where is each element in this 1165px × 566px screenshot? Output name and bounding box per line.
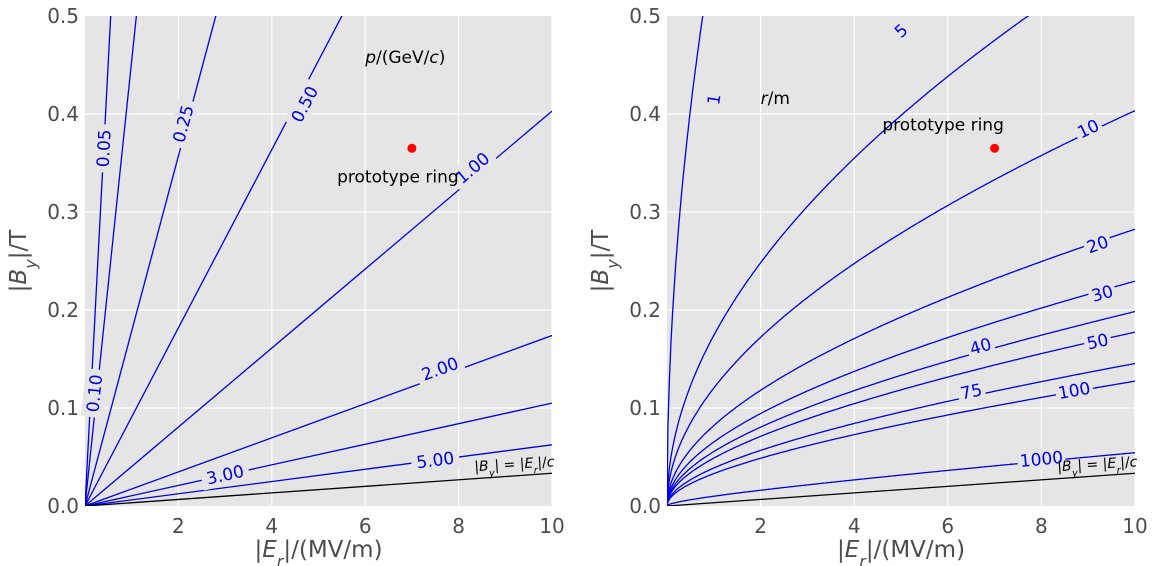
reference-line	[667, 472, 1135, 506]
contour-line	[667, 228, 1135, 506]
svg-text:|By| = |Er|/c: |By| = |Er|/c	[1057, 454, 1139, 480]
y-tick-label: 0.4	[629, 102, 661, 126]
contour-label-text: 1	[704, 93, 725, 107]
x-tick-label: 8	[1035, 514, 1048, 538]
y-tick-label: 0.1	[47, 396, 79, 420]
contour-label: 75	[955, 377, 987, 405]
contour-label-text: 5.00	[415, 449, 455, 474]
contour-line	[667, 16, 1030, 506]
x-tick-label: 6	[941, 514, 954, 538]
contour-label: 5	[887, 16, 915, 45]
contour-label: 20	[1081, 229, 1114, 260]
y-tick-label: 0.0	[47, 494, 79, 518]
x-tick-label: 8	[452, 514, 465, 538]
y-tick-label: 0.2	[47, 298, 79, 322]
prototype-ring-label: prototype ring	[337, 168, 459, 188]
y-tick-label: 0.5	[47, 4, 79, 28]
prototype-ring-point	[407, 143, 417, 153]
y-tick-label: 0.3	[629, 200, 661, 224]
x-tick-label: 4	[265, 514, 278, 538]
contour-label: 1	[701, 89, 726, 110]
x-axis-label: |Er|/(MV/m)	[254, 537, 382, 566]
contour-label-text: 0.05	[94, 129, 116, 168]
x-tick-label: 10	[539, 514, 564, 538]
x-axis-label: |Er|/(MV/m)	[837, 537, 965, 566]
y-tick-label: 0.5	[629, 4, 661, 28]
contour-label: 0.05	[91, 123, 116, 173]
y-tick-label: 0.4	[47, 102, 79, 126]
x-tick-label: 2	[172, 514, 185, 538]
contour-label-text: 1000	[1019, 448, 1064, 472]
contour-line	[85, 334, 552, 506]
contour-label: 1000	[1016, 445, 1067, 473]
contour-line	[667, 110, 1135, 506]
x-tick-label: 10	[1122, 514, 1147, 538]
contour-title: p/(GeV/c)	[364, 48, 445, 68]
prototype-ring-label: prototype ring	[882, 116, 1004, 136]
contour-label-text: 0.10	[83, 374, 107, 414]
contour-line	[85, 16, 217, 506]
svg-text:|By| = |Er|/c: |By| = |Er|/c	[474, 454, 556, 480]
contour-label-text: 75	[959, 380, 984, 404]
contour-line	[667, 310, 1135, 506]
x-tick-label: 6	[359, 514, 372, 538]
prototype-ring-point	[990, 143, 1000, 153]
x-tick-label: 2	[754, 514, 767, 538]
reference-line	[85, 472, 552, 506]
contour-label-text: 50	[1085, 330, 1111, 354]
contour-label: 0.10	[80, 368, 108, 419]
contour-label: 3.00	[199, 458, 251, 491]
y-tick-label: 0.2	[629, 298, 661, 322]
contour-line	[667, 362, 1135, 506]
y-tick-label: 0.1	[629, 396, 661, 420]
y-axis-label: |By|/T	[6, 229, 40, 293]
contour-line	[85, 16, 343, 506]
y-tick-label: 0.0	[629, 494, 661, 518]
plot-area	[667, 16, 1135, 506]
contour-line	[667, 331, 1135, 506]
left-panel-momentum: 2 4 6 8 10 0.0 0.1 0.2 0.3 0.4 0.5 |Er|/(MV/m) |By|/…	[6, 4, 565, 566]
reference-line-label: |By| = |Er|/c	[474, 454, 556, 480]
contour-line	[85, 444, 552, 506]
y-tick-label: 0.3	[47, 200, 79, 224]
contour-label: 10	[1071, 112, 1106, 145]
right-panel-radius: 2 4 6 8 10 0.0 0.1 0.2 0.3 0.4 0.5 |Er|/(MV/m) |By|/…	[588, 4, 1148, 566]
contour-label: 50	[1081, 327, 1114, 356]
contour-label: 5.00	[410, 445, 461, 474]
x-tick-label: 4	[848, 514, 861, 538]
reference-line-label: |By| = |Er|/c	[1057, 454, 1139, 480]
contour-title: r/m	[761, 89, 790, 109]
contour-line	[85, 402, 552, 506]
y-axis-label: |By|/T	[588, 229, 622, 293]
contour-line	[667, 280, 1135, 506]
